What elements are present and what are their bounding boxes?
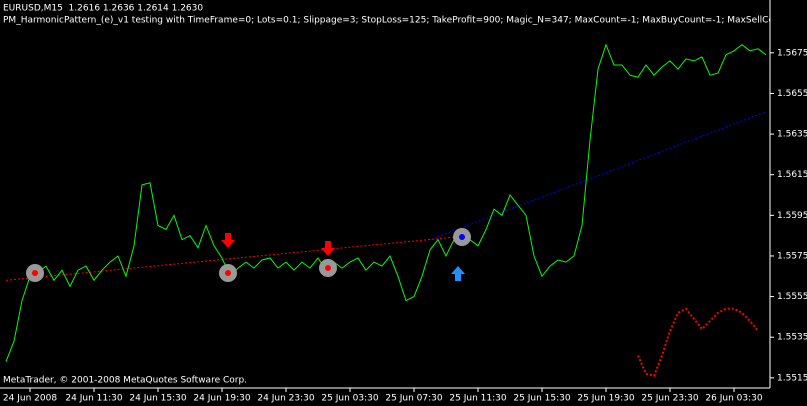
y-tick-label: 1.5575 <box>777 251 807 261</box>
y-tick-label: 1.5515 <box>777 373 807 383</box>
x-tick-label: 25 Jun 03:30 <box>321 394 378 404</box>
x-tick-label: 25 Jun 11:30 <box>449 394 506 404</box>
y-tick-label: 1.5535 <box>777 333 807 343</box>
x-tick-label: 26 Jun 03:30 <box>705 394 762 404</box>
x-tick-label: 24 Jun 19:30 <box>193 394 250 404</box>
price-line <box>5 43 767 362</box>
signal-markers <box>26 228 471 282</box>
signal-dot <box>225 270 231 276</box>
y-tick-label: 1.5615 <box>777 170 807 180</box>
x-tick-label: 25 Jun 07:30 <box>385 394 442 404</box>
buy-arrow <box>451 266 465 281</box>
y-tick-label: 1.5655 <box>777 89 807 99</box>
plot-area <box>5 43 767 377</box>
x-tick-label: 24 Jun 11:30 <box>65 394 122 404</box>
chart-title: EURUSD,M15 1.2616 1.2636 1.2614 1.2630 <box>3 4 203 14</box>
signal-dot <box>459 234 465 240</box>
y-tick-label: 1.5635 <box>777 130 807 140</box>
signal-dot <box>325 265 331 271</box>
y-tick-label: 1.5675 <box>777 48 807 58</box>
signal-dot <box>32 270 38 276</box>
sell-arrow <box>321 241 335 256</box>
y-tick-label: 1.5595 <box>777 211 807 221</box>
x-tick-label: 25 Jun 23:30 <box>641 394 698 404</box>
x-tick-label: 24 Jun 15:30 <box>129 394 186 404</box>
copyright: MetaTrader, © 2001-2008 MetaQuotes Softw… <box>3 376 247 386</box>
chart-subtitle: PM_HarmonicPattern_(e)_v1 testing with T… <box>3 16 807 26</box>
sell-arrow <box>221 233 235 248</box>
y-tick-label: 1.5555 <box>777 292 807 302</box>
trend-line <box>5 235 471 281</box>
x-tick-label: 24 Jun 2008 <box>3 394 57 404</box>
x-tick-label: 25 Jun 19:30 <box>577 394 634 404</box>
x-tick-label: 25 Jun 15:30 <box>513 394 570 404</box>
x-tick-label: 24 Jun 23:30 <box>257 394 314 404</box>
